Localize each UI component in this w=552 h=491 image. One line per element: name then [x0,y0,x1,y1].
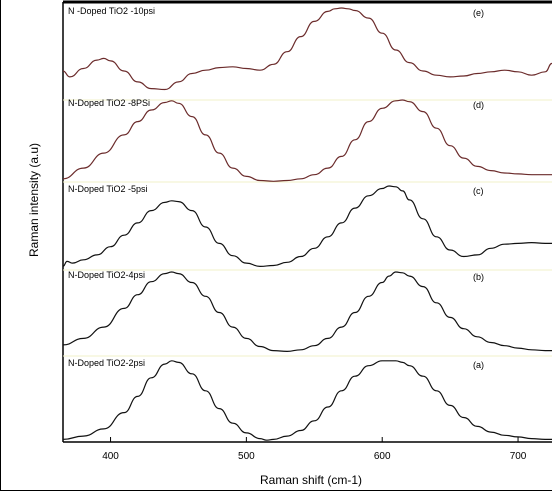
series-label-d: N-Doped TiO2 -8PSi [68,98,150,108]
panel-tag-a: (a) [473,360,484,370]
x-tick-label-600: 600 [374,451,391,462]
y-axis-title: Raman intensity (a.u) [27,143,41,257]
series-label-c: N-Doped TiO2 -5psi [68,184,148,194]
panel-tag-e: (e) [473,8,484,18]
panel-dividers [63,99,552,357]
series-label-e: N -Doped TiO2 -10psi [68,6,155,16]
x-tick-label-700: 700 [510,451,527,462]
trace-c [62,185,552,268]
trace-b [62,271,552,353]
panel-tag-d: (d) [473,100,484,110]
series-label-b: N-Doped TiO2-4psi [68,270,145,280]
x-tick-label-400: 400 [102,451,119,462]
x-ticks: 400 500 600 700 [102,437,527,462]
panel-tag-b: (b) [473,272,484,282]
series-label-a: N-Doped TiO2-2psi [68,358,145,368]
trace-a [62,360,552,441]
x-tick-label-500: 500 [238,451,255,462]
x-axis-title: Raman shift (cm-1) [260,473,362,487]
trace-e [62,7,552,91]
panel-tag-c: (c) [473,186,484,196]
trace-d [62,99,552,182]
panel-labels: N -Doped TiO2 -10psi (e) N-Doped TiO2 -8PS… [68,6,484,370]
spectra-traces [62,7,552,441]
